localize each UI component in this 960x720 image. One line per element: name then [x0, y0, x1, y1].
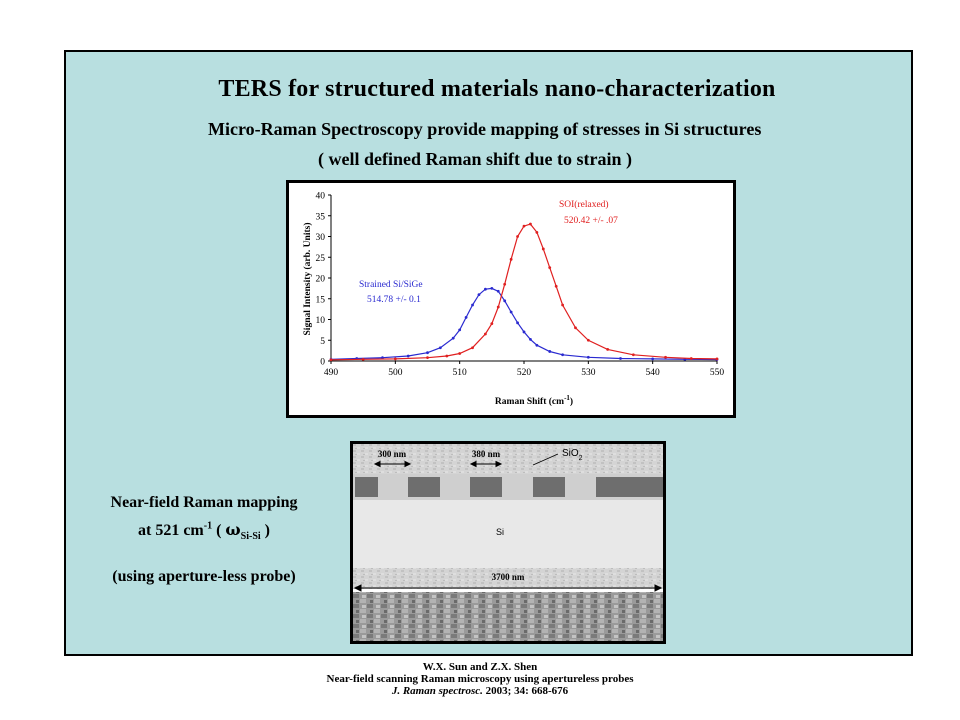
series-point-1: [586, 338, 590, 342]
sio2-label: SiO2: [562, 448, 583, 462]
series-point-1: [535, 230, 539, 234]
y-tick-label: 40: [316, 192, 326, 202]
series-point-0: [651, 357, 655, 361]
series-point-0: [619, 357, 622, 360]
series-point-0: [438, 346, 442, 350]
y-tick-label: 10: [316, 316, 326, 326]
sio2-block: [408, 477, 440, 497]
y-tick-label: 25: [316, 254, 326, 264]
raman-chart-frame: 0 5 10 15 20 25 30 35 40 490 500 510 520 530 540 550 Si…: [286, 180, 736, 418]
series-point-0: [406, 354, 410, 358]
series-point-0: [381, 356, 384, 360]
series-point-0: [522, 330, 526, 334]
series-point-1: [503, 282, 507, 286]
series-point-0: [451, 336, 455, 340]
series-point-0: [516, 321, 519, 325]
series-point-1: [516, 235, 519, 238]
footer-paper-title: Near-field scanning Raman microscopy usi…: [326, 673, 634, 685]
series-point-1: [561, 303, 564, 307]
x-tick-label: 490: [324, 368, 339, 378]
series-point-1: [490, 322, 494, 326]
series-point-0: [477, 293, 481, 296]
omega-symbol: ω: [225, 520, 241, 539]
slide-title: TERS for structured materials nano-chara…: [218, 76, 776, 102]
caption-line-2: at 521 cm-1 ( ωSi-Si ): [137, 520, 270, 543]
dim-label-380nm: 380 nm: [472, 449, 501, 459]
series-point-0: [458, 328, 462, 332]
series-point-1: [484, 332, 487, 336]
series-point-0: [490, 286, 494, 290]
footer-authors: W.X. Sun and Z.X. Shen: [422, 661, 538, 673]
series-point-1: [426, 356, 429, 360]
footer-journal-ref: J. Raman spectrosc. 2003; 34: 668-676: [391, 685, 569, 697]
series-label-soi: SOI(relaxed): [559, 199, 609, 210]
series-point-1: [631, 353, 635, 357]
series-point-1: [522, 224, 526, 228]
series-point-1: [664, 355, 667, 359]
series-point-1: [554, 284, 558, 288]
subtitle-line-1: Micro-Raman Spectroscopy provide mapping…: [208, 119, 762, 139]
series-point-1: [689, 357, 693, 360]
series-point-0: [509, 310, 513, 314]
near-field-map-figure: 300 nm 380 nm SiO2 Si 3700 nm: [350, 441, 666, 644]
series-point-1: [715, 357, 719, 361]
series-point-0: [535, 343, 539, 347]
near-field-map-image: 300 nm 380 nm SiO2 Si 3700 nm: [353, 444, 663, 641]
caption-line-3: (using aperture-less probe): [112, 568, 296, 585]
series-point-1: [329, 358, 333, 362]
x-tick-label: 520: [517, 368, 532, 378]
series-point-1: [458, 352, 462, 355]
series-point-1: [509, 257, 513, 261]
series-point-1: [574, 326, 577, 330]
x-axis-label: Raman Shift (cm-1): [495, 394, 573, 407]
series-point-1: [606, 347, 610, 351]
subtitle-line-2: ( well defined Raman shift due to strain…: [318, 149, 632, 169]
series-annotation-strained: 514.78 +/- 0.1: [367, 295, 421, 305]
series-point-0: [496, 289, 500, 293]
x-tick-label: 510: [453, 368, 468, 378]
sio2-block: [355, 477, 378, 497]
series-point-1: [471, 346, 474, 350]
sio2-block: [596, 477, 663, 497]
series-point-0: [503, 299, 507, 303]
series-line-1: [330, 223, 718, 361]
series-point-1: [496, 305, 500, 309]
dim-label-300nm: 300 nm: [378, 449, 407, 459]
series-point-1: [393, 357, 397, 361]
si-label: Si: [496, 527, 504, 537]
y-tick-label: 20: [316, 275, 326, 285]
y-tick-label: 0: [320, 358, 325, 368]
sio2-block: [470, 477, 502, 497]
series-point-1: [541, 247, 545, 251]
y-tick-label: 15: [316, 295, 326, 305]
series-point-1: [529, 222, 532, 226]
series-point-0: [529, 338, 532, 341]
series-point-0: [426, 351, 429, 355]
series-point-0: [561, 353, 564, 357]
series-point-0: [586, 355, 590, 359]
y-tick-label: 30: [316, 233, 326, 243]
x-tick-label: 530: [581, 368, 596, 378]
y-tick-label: 35: [316, 212, 326, 222]
series-label-strained: Strained Si/SiGe: [359, 280, 423, 290]
series-point-1: [445, 354, 449, 358]
y-axis-label: Signal Intensity (arb. Units): [302, 223, 313, 336]
sio2-block: [533, 477, 565, 497]
series-point-0: [548, 350, 552, 353]
series-point-1: [548, 266, 552, 270]
dim-label-3700nm: 3700 nm: [492, 572, 525, 582]
series-point-0: [484, 287, 487, 291]
x-tick-label: 550: [710, 368, 725, 378]
series-point-1: [361, 357, 365, 361]
series-annotation-soi: 520.42 +/- .07: [564, 216, 618, 226]
caption-line-1: Near-field Raman mapping: [110, 494, 298, 511]
x-tick-label: 500: [388, 368, 403, 378]
y-tick-label: 5: [320, 337, 325, 347]
x-tick-label: 540: [646, 368, 661, 378]
series-point-0: [464, 316, 468, 319]
series-point-0: [471, 303, 474, 307]
